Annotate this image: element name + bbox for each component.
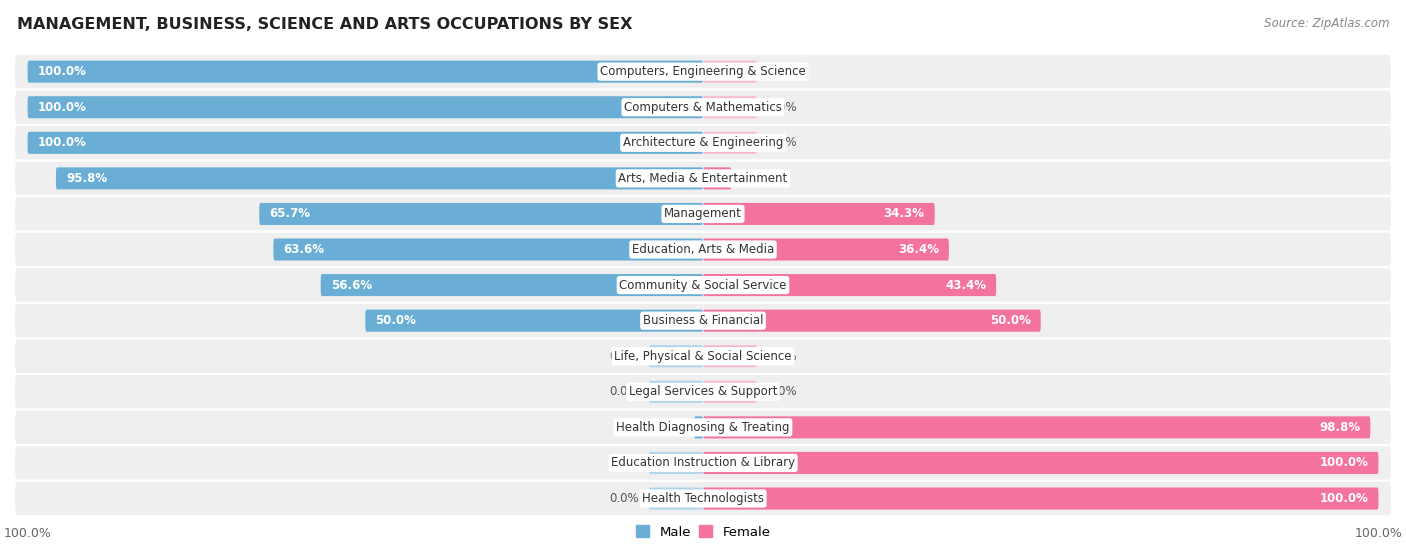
Text: Life, Physical & Social Science: Life, Physical & Social Science	[614, 350, 792, 363]
Text: 0.0%: 0.0%	[609, 385, 638, 399]
Text: 50.0%: 50.0%	[990, 314, 1031, 327]
FancyBboxPatch shape	[14, 338, 1392, 374]
FancyBboxPatch shape	[703, 203, 935, 225]
FancyBboxPatch shape	[321, 274, 703, 296]
FancyBboxPatch shape	[703, 487, 1378, 510]
Text: Business & Financial: Business & Financial	[643, 314, 763, 327]
FancyBboxPatch shape	[14, 267, 1392, 303]
FancyBboxPatch shape	[650, 487, 703, 510]
FancyBboxPatch shape	[14, 196, 1392, 232]
Text: 34.3%: 34.3%	[883, 207, 925, 220]
FancyBboxPatch shape	[14, 374, 1392, 410]
FancyBboxPatch shape	[14, 160, 1392, 196]
FancyBboxPatch shape	[14, 125, 1392, 160]
Text: 0.0%: 0.0%	[609, 350, 638, 363]
FancyBboxPatch shape	[28, 132, 703, 154]
Legend: Male, Female: Male, Female	[630, 520, 776, 544]
FancyBboxPatch shape	[366, 310, 703, 331]
Text: 100.0%: 100.0%	[1319, 457, 1368, 470]
FancyBboxPatch shape	[703, 345, 756, 367]
Text: 0.0%: 0.0%	[768, 101, 797, 113]
Text: 0.0%: 0.0%	[609, 457, 638, 470]
Text: 36.4%: 36.4%	[897, 243, 939, 256]
FancyBboxPatch shape	[14, 481, 1392, 517]
Text: Computers, Engineering & Science: Computers, Engineering & Science	[600, 65, 806, 78]
FancyBboxPatch shape	[703, 60, 756, 83]
Text: 95.8%: 95.8%	[66, 172, 107, 185]
FancyBboxPatch shape	[28, 60, 703, 83]
Text: 0.0%: 0.0%	[768, 65, 797, 78]
FancyBboxPatch shape	[703, 381, 756, 403]
Text: 63.6%: 63.6%	[284, 243, 325, 256]
Text: Computers & Mathematics: Computers & Mathematics	[624, 101, 782, 113]
Text: MANAGEMENT, BUSINESS, SCIENCE AND ARTS OCCUPATIONS BY SEX: MANAGEMENT, BUSINESS, SCIENCE AND ARTS O…	[17, 17, 633, 32]
FancyBboxPatch shape	[14, 54, 1392, 89]
FancyBboxPatch shape	[703, 167, 731, 190]
FancyBboxPatch shape	[14, 410, 1392, 445]
Text: Management: Management	[664, 207, 742, 220]
Text: 65.7%: 65.7%	[270, 207, 311, 220]
FancyBboxPatch shape	[650, 381, 703, 403]
FancyBboxPatch shape	[28, 96, 703, 119]
Text: Community & Social Service: Community & Social Service	[619, 278, 787, 292]
Text: 0.0%: 0.0%	[609, 492, 638, 505]
FancyBboxPatch shape	[703, 239, 949, 260]
Text: Architecture & Engineering: Architecture & Engineering	[623, 136, 783, 149]
FancyBboxPatch shape	[703, 416, 1371, 438]
FancyBboxPatch shape	[703, 132, 756, 154]
Text: 1.3%: 1.3%	[704, 421, 737, 434]
FancyBboxPatch shape	[273, 239, 703, 260]
Text: Education Instruction & Library: Education Instruction & Library	[612, 457, 794, 470]
FancyBboxPatch shape	[703, 96, 756, 119]
Text: 100.0%: 100.0%	[38, 101, 87, 113]
Text: 0.0%: 0.0%	[768, 385, 797, 399]
Text: 98.8%: 98.8%	[1319, 421, 1360, 434]
Text: 0.0%: 0.0%	[768, 350, 797, 363]
Text: Source: ZipAtlas.com: Source: ZipAtlas.com	[1264, 17, 1389, 30]
Text: 100.0%: 100.0%	[38, 136, 87, 149]
Text: 43.4%: 43.4%	[945, 278, 986, 292]
FancyBboxPatch shape	[703, 452, 1378, 474]
Text: 0.0%: 0.0%	[768, 136, 797, 149]
FancyBboxPatch shape	[650, 452, 703, 474]
FancyBboxPatch shape	[14, 445, 1392, 481]
Text: Education, Arts & Media: Education, Arts & Media	[631, 243, 775, 256]
FancyBboxPatch shape	[14, 303, 1392, 338]
Text: 56.6%: 56.6%	[330, 278, 373, 292]
Text: 50.0%: 50.0%	[375, 314, 416, 327]
FancyBboxPatch shape	[703, 274, 995, 296]
Text: Health Diagnosing & Treating: Health Diagnosing & Treating	[616, 421, 790, 434]
FancyBboxPatch shape	[259, 203, 703, 225]
FancyBboxPatch shape	[695, 416, 703, 438]
FancyBboxPatch shape	[56, 167, 703, 190]
FancyBboxPatch shape	[650, 345, 703, 367]
Text: Health Technologists: Health Technologists	[643, 492, 763, 505]
Text: 100.0%: 100.0%	[38, 65, 87, 78]
Text: 100.0%: 100.0%	[1319, 492, 1368, 505]
FancyBboxPatch shape	[703, 310, 1040, 331]
FancyBboxPatch shape	[14, 89, 1392, 125]
Text: Arts, Media & Entertainment: Arts, Media & Entertainment	[619, 172, 787, 185]
FancyBboxPatch shape	[14, 232, 1392, 267]
Text: Legal Services & Support: Legal Services & Support	[628, 385, 778, 399]
Text: 4.2%: 4.2%	[689, 172, 721, 185]
